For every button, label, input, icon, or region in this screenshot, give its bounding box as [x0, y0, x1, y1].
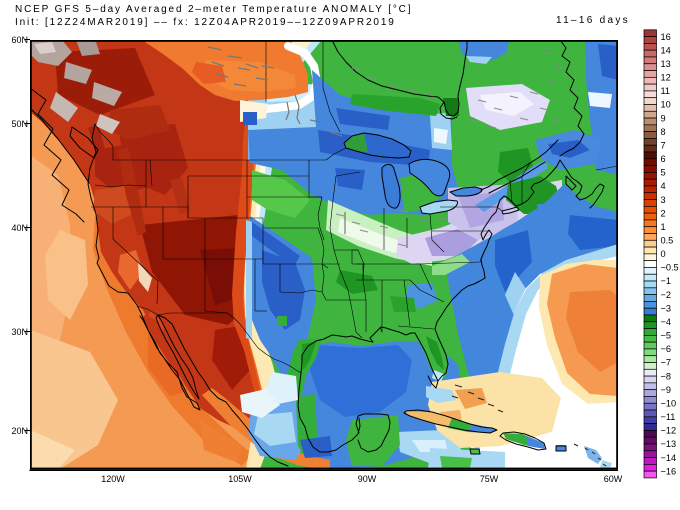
svg-text:0: 0: [661, 249, 666, 259]
svg-text:1: 1: [661, 222, 666, 232]
svg-text:14: 14: [661, 45, 671, 55]
svg-text:−8: −8: [661, 371, 671, 381]
svg-text:−3: −3: [661, 303, 671, 313]
svg-text:13: 13: [661, 59, 671, 69]
svg-text:16: 16: [661, 32, 671, 42]
svg-text:−2: −2: [661, 290, 671, 300]
svg-text:5: 5: [661, 168, 666, 178]
svg-text:−14: −14: [661, 453, 677, 463]
svg-text:−13: −13: [661, 439, 677, 449]
svg-text:6: 6: [661, 154, 666, 164]
svg-text:2: 2: [661, 208, 666, 218]
svg-text:−1: −1: [661, 276, 671, 286]
svg-text:10: 10: [661, 100, 671, 110]
svg-text:−12: −12: [661, 426, 677, 436]
svg-text:12: 12: [661, 73, 671, 83]
svg-text:9: 9: [661, 113, 666, 123]
svg-text:−7: −7: [661, 358, 671, 368]
svg-text:−11: −11: [661, 412, 676, 422]
svg-text:8: 8: [661, 127, 666, 137]
svg-text:0.5: 0.5: [661, 235, 674, 245]
svg-text:7: 7: [661, 140, 666, 150]
svg-text:−6: −6: [661, 344, 671, 354]
svg-text:11: 11: [661, 86, 671, 96]
svg-text:−0.5: −0.5: [661, 263, 679, 273]
svg-text:−4: −4: [661, 317, 671, 327]
svg-text:−16: −16: [661, 466, 677, 476]
svg-text:−9: −9: [661, 385, 671, 395]
svg-text:3: 3: [661, 195, 666, 205]
svg-text:−10: −10: [661, 398, 677, 408]
svg-text:−5: −5: [661, 331, 671, 341]
svg-text:4: 4: [661, 181, 666, 191]
